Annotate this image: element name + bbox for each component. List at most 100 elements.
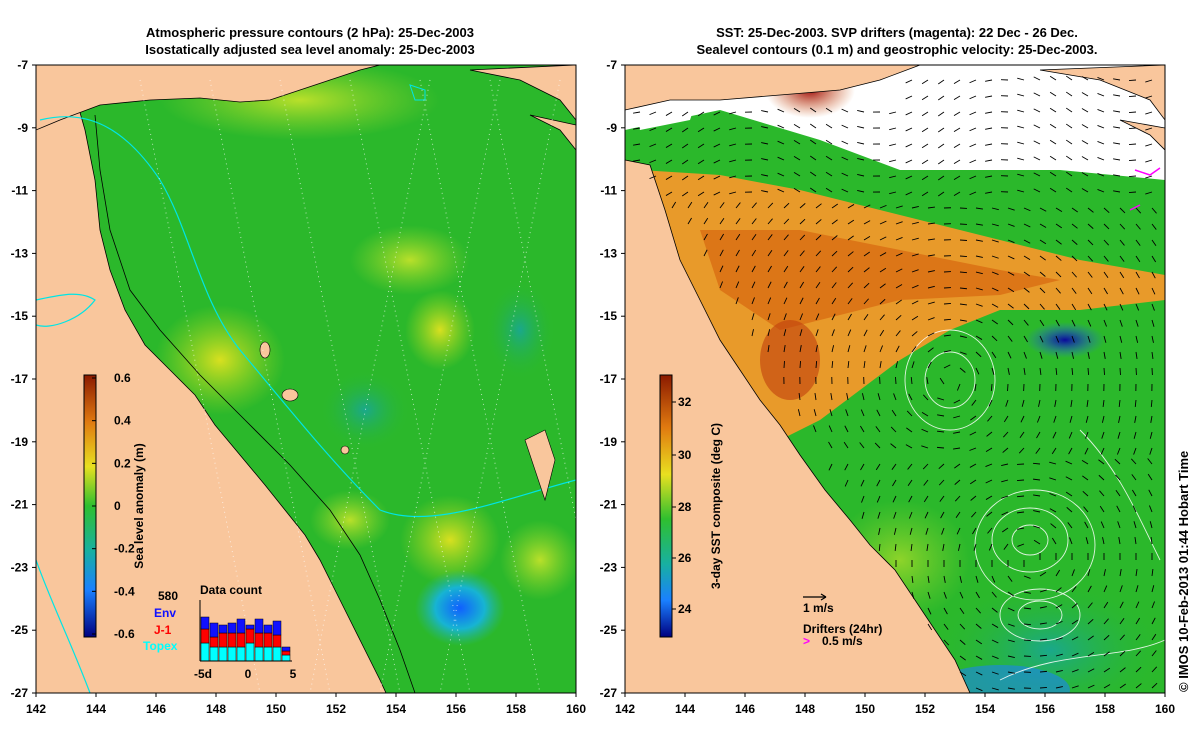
velocity-vector xyxy=(969,111,977,116)
velocity-vector xyxy=(767,249,773,257)
velocity-vector xyxy=(1051,537,1057,545)
velocity-vector xyxy=(1007,207,1015,211)
velocity-vector xyxy=(937,111,945,117)
velocity-vector xyxy=(649,111,657,116)
sla-colorbar: 0.6 0.4 0.2 0 -0.2 -0.4 -0.6 Sea level anomaly… xyxy=(83,371,146,641)
velocity-vector xyxy=(813,409,817,417)
velocity-vector xyxy=(927,607,932,615)
velocity-vector xyxy=(857,125,865,129)
colorbar-tick-label: 30 xyxy=(678,448,692,462)
velocity-vector xyxy=(1103,303,1108,311)
velocity-vector xyxy=(973,543,977,551)
velocity-vector xyxy=(1147,473,1153,481)
velocity-vector xyxy=(1147,458,1153,465)
velocity-vector xyxy=(1055,207,1063,213)
velocity-vector xyxy=(1151,666,1158,673)
velocity-vector xyxy=(987,527,993,534)
velocity-vector xyxy=(799,218,806,225)
histogram-bar xyxy=(209,636,219,648)
velocity-vector xyxy=(1149,505,1153,513)
x-tick-label: 154 xyxy=(975,702,995,716)
velocity-vector xyxy=(953,415,961,419)
velocity-vector xyxy=(1082,475,1089,481)
velocity-vector xyxy=(633,143,641,146)
histogram-bar xyxy=(263,646,273,662)
velocity-vector xyxy=(703,217,709,225)
velocity-vector xyxy=(987,415,993,422)
velocity-vector xyxy=(959,319,967,322)
legend-topex: Topex xyxy=(143,639,178,653)
velocity-vector xyxy=(1071,569,1075,577)
left-title: Atmospheric pressure contours (2 hPa): 2… xyxy=(40,24,580,58)
velocity-vector xyxy=(958,543,961,551)
velocity-vector xyxy=(1039,351,1043,359)
island xyxy=(1119,119,1165,151)
velocity-vector xyxy=(991,223,999,227)
velocity-vector xyxy=(1039,223,1047,228)
velocity-vector xyxy=(892,495,897,503)
velocity-vector xyxy=(841,124,849,129)
y-tick-label: -27 xyxy=(600,686,618,700)
velocity-vector xyxy=(761,142,769,145)
velocity-vector xyxy=(985,495,993,500)
velocity-vector xyxy=(1036,415,1041,423)
velocity-vector xyxy=(1145,111,1153,115)
velocity-vector xyxy=(814,393,817,401)
velocity-vector xyxy=(875,426,881,433)
y-tick-label: -15 xyxy=(11,309,29,323)
velocity-vector xyxy=(815,281,821,289)
velocity-vector xyxy=(863,220,871,225)
velocity-vector xyxy=(895,314,902,321)
velocity-vector xyxy=(863,345,867,353)
velocity-vector xyxy=(1119,239,1125,246)
colorbar-tick-label: 28 xyxy=(678,500,692,514)
island xyxy=(259,341,271,359)
data-count-max: 580 xyxy=(158,589,178,603)
velocity-vector xyxy=(1049,75,1057,81)
velocity-vector xyxy=(1049,155,1057,161)
sla-blob xyxy=(500,520,576,600)
velocity-vector xyxy=(1039,687,1048,689)
left-map xyxy=(36,65,576,693)
velocity-vector xyxy=(985,95,993,98)
velocity-vector xyxy=(921,175,929,181)
velocity-vector xyxy=(799,297,804,305)
velocity-vector xyxy=(1149,521,1153,529)
velocity-vector xyxy=(1128,95,1137,97)
velocity-scale-label: 1 m/s xyxy=(803,601,834,615)
velocity-vector xyxy=(879,220,887,225)
velocity-vector xyxy=(713,143,721,148)
velocity-vector xyxy=(713,127,721,132)
sla-blob xyxy=(320,370,410,450)
velocity-vector xyxy=(1055,620,1063,625)
velocity-vector xyxy=(879,361,882,369)
histogram-bar xyxy=(245,642,255,662)
sst-cold-patch xyxy=(1025,322,1105,358)
sla-blob xyxy=(400,495,500,585)
velocity-vector xyxy=(1039,622,1047,625)
velocity-vector xyxy=(991,367,995,375)
velocity-vector xyxy=(1135,271,1140,279)
velocity-vector xyxy=(1097,157,1105,161)
velocity-vector xyxy=(1032,478,1041,481)
sst-hot-band xyxy=(700,230,1060,330)
velocity-vector xyxy=(1103,618,1109,625)
colorbar-tick-label: -0.4 xyxy=(114,584,135,598)
velocity-vector xyxy=(991,351,997,359)
velocity-vector xyxy=(861,511,865,519)
velocity-vector xyxy=(1023,287,1030,293)
velocity-vector xyxy=(923,479,929,486)
velocity-vector xyxy=(905,191,913,196)
velocity-vector xyxy=(1145,159,1153,163)
velocity-vector xyxy=(751,297,755,305)
velocity-vector xyxy=(1023,607,1032,610)
velocity-vector xyxy=(1033,156,1041,161)
velocity-vector xyxy=(943,575,946,583)
velocity-vector xyxy=(1039,271,1046,277)
velocity-vector xyxy=(1068,431,1073,439)
velocity-vector xyxy=(1007,351,1012,359)
velocity-vector xyxy=(1087,684,1095,689)
velocity-vector xyxy=(1119,319,1123,327)
velocity-vector xyxy=(1113,126,1121,129)
velocity-vector xyxy=(1150,399,1153,408)
